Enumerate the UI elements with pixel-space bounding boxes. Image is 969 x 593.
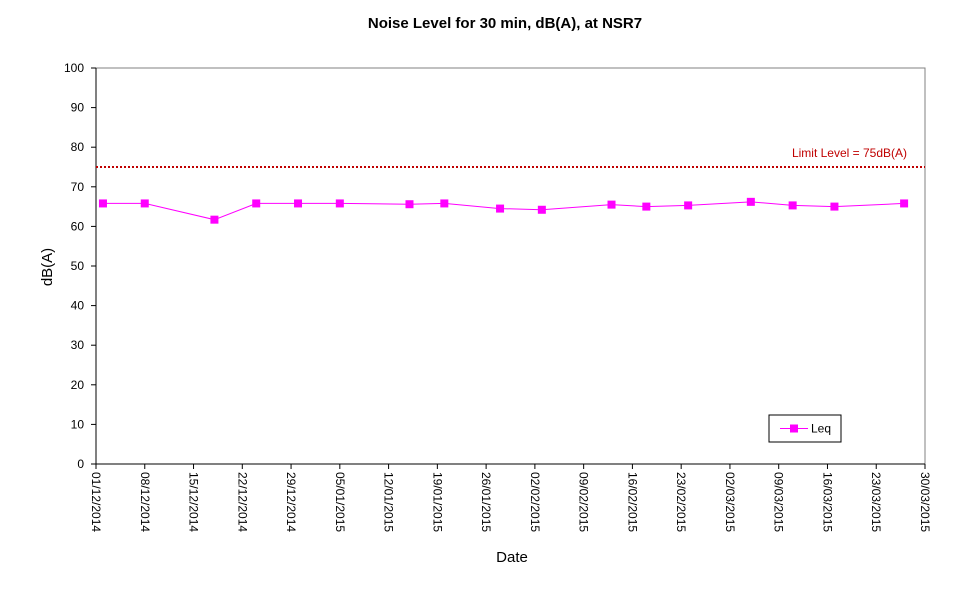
x-tick-label: 16/03/2015 — [820, 472, 834, 532]
y-axis-label: dB(A) — [39, 248, 56, 286]
plot-area — [95, 67, 926, 465]
y-tick-label: 40 — [71, 299, 85, 313]
x-axis: 01/12/2014 08/12/2014 15/12/2014 22/12/2014… — [89, 463, 932, 532]
x-tick-label: 26/01/2015 — [479, 472, 493, 532]
data-point-marker — [140, 199, 149, 208]
legend-marker-sample — [790, 424, 798, 433]
x-tick-label: 01/12/2014 — [89, 472, 103, 532]
chart-title: Noise Level for 30 min, dB(A), at NSR7 — [368, 15, 642, 32]
data-point-marker — [788, 201, 797, 210]
data-point-marker — [252, 199, 261, 208]
data-point-marker — [98, 199, 107, 208]
x-axis-label: Date — [496, 549, 528, 566]
data-point-marker — [440, 199, 449, 208]
x-tick-label: 09/02/2015 — [577, 472, 591, 532]
y-tick-label: 10 — [71, 417, 85, 431]
x-tick-label: 29/12/2014 — [284, 472, 298, 532]
x-tick-label: 23/03/2015 — [869, 472, 883, 532]
x-tick-label: 08/12/2014 — [138, 472, 152, 532]
data-point-marker — [335, 199, 344, 208]
data-point-marker — [405, 200, 414, 209]
data-point-marker — [294, 199, 303, 208]
data-point-marker — [210, 215, 219, 224]
y-tick-label: 20 — [71, 378, 85, 392]
legend: Leq — [768, 414, 842, 443]
y-tick-label: 50 — [71, 259, 85, 273]
x-tick-label: 12/01/2015 — [382, 472, 396, 532]
y-tick-label: 0 — [77, 457, 84, 471]
x-tick-label: 02/03/2015 — [723, 472, 737, 532]
y-tick-label: 70 — [71, 180, 85, 194]
data-point-marker — [496, 204, 505, 213]
y-tick-label: 90 — [71, 101, 85, 115]
data-point-marker — [746, 197, 755, 206]
y-axis: 0 10 20 30 40 50 60 70 80 90 100 — [64, 61, 97, 471]
limit-level-label: Limit Level = 75dB(A) — [792, 146, 907, 160]
x-tick-label: 19/01/2015 — [430, 472, 444, 532]
legend-label: Leq — [811, 422, 831, 436]
reference-lines: Limit Level = 75dB(A) — [96, 146, 925, 168]
x-tick-label: 30/03/2015 — [918, 472, 932, 532]
y-tick-label: 80 — [71, 140, 85, 154]
data-point-marker — [900, 199, 909, 208]
x-tick-label: 22/12/2014 — [235, 472, 249, 532]
x-tick-label: 23/02/2015 — [674, 472, 688, 532]
data-point-marker — [642, 202, 651, 211]
data-point-marker — [830, 202, 839, 211]
data-point-marker — [607, 200, 616, 209]
y-tick-label: 30 — [71, 338, 85, 352]
x-tick-label: 15/12/2014 — [187, 472, 201, 532]
x-tick-label: 16/02/2015 — [625, 472, 639, 532]
x-tick-label: 02/02/2015 — [528, 472, 542, 532]
data-point-marker — [537, 205, 546, 214]
data-point-marker — [684, 201, 693, 210]
y-tick-label: 100 — [64, 61, 84, 75]
x-tick-label: 05/01/2015 — [333, 472, 347, 532]
series-layer — [98, 197, 909, 224]
x-tick-label: 09/03/2015 — [772, 472, 786, 532]
y-tick-label: 60 — [71, 219, 85, 233]
